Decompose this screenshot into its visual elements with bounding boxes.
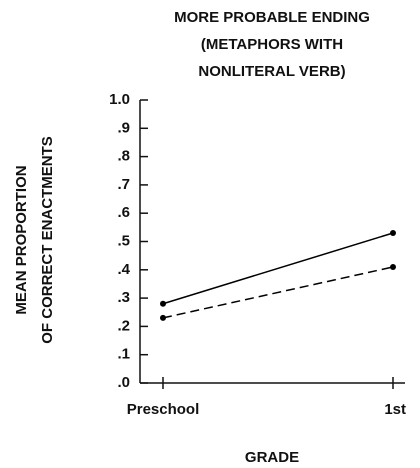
y-tick-label: .9	[117, 119, 130, 136]
y-tick-label: .7	[117, 176, 130, 193]
series-line	[162, 232, 394, 305]
data-point	[160, 314, 166, 321]
y-tick-label: .4	[117, 261, 130, 278]
x-tick-label: 1st	[384, 401, 406, 418]
data-point	[390, 263, 396, 270]
y-tick-label: .5	[117, 232, 130, 249]
series-line	[162, 266, 394, 319]
y-tick-label: 1.0	[109, 91, 130, 108]
y-tick-label: .0	[117, 374, 130, 391]
chart-title: (METAPHORS WITH	[201, 36, 343, 53]
chart-title: MORE PROBABLE ENDING	[174, 9, 370, 26]
data-point	[390, 230, 396, 237]
x-axis-label: GRADE	[245, 449, 299, 466]
y-axis-label: MEAN PROPORTION	[13, 165, 30, 314]
chart-title: NONLITERAL VERB)	[198, 63, 345, 80]
y-tick-label: .2	[117, 317, 130, 334]
y-tick-label: .6	[117, 204, 130, 221]
x-tick-label: Preschool	[127, 401, 200, 418]
y-axis-label: OF CORRECT ENACTMENTS	[39, 136, 56, 344]
y-tick-label: .1	[117, 346, 130, 363]
data-point	[160, 300, 166, 307]
y-tick-label: .3	[117, 289, 130, 306]
y-tick-label: .8	[117, 148, 130, 165]
